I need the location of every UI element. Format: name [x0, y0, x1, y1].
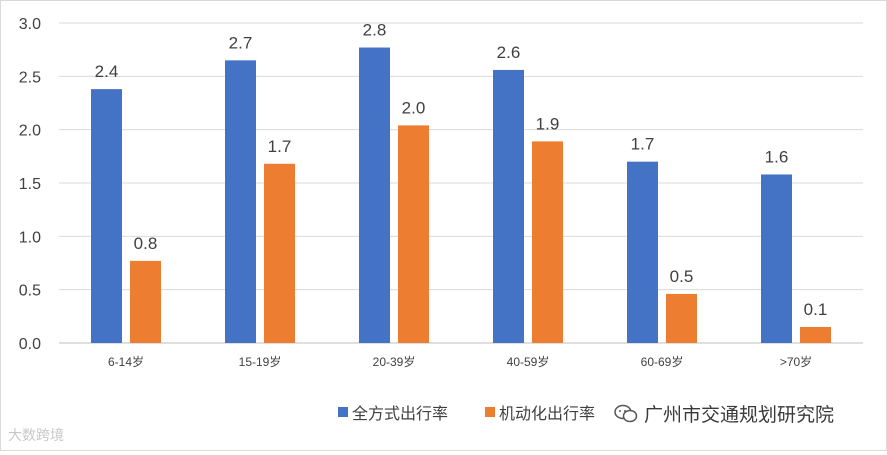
data-label: 2.6 — [497, 43, 521, 62]
bar — [493, 69, 524, 343]
y-tick-label: 2.5 — [19, 69, 41, 86]
y-tick-label: 0.5 — [19, 283, 41, 300]
bar — [91, 89, 122, 343]
y-tick-label: 2.0 — [19, 123, 41, 140]
bar — [532, 141, 563, 343]
legend-swatch — [485, 407, 495, 417]
bar — [225, 60, 256, 343]
bar — [130, 260, 161, 343]
bar — [264, 163, 295, 343]
data-label: 1.7 — [631, 135, 655, 154]
x-tick-label: 60-69岁 — [641, 354, 684, 369]
x-tick-label: >70岁 — [780, 354, 812, 369]
y-tick-label: 3.0 — [19, 16, 41, 33]
x-tick-label: 6-14岁 — [108, 354, 144, 369]
data-label: 0.5 — [670, 267, 694, 286]
x-tick-label: 40-59岁 — [507, 354, 550, 369]
legend-label: 机动化出行率 — [499, 405, 595, 423]
data-label: 2.7 — [229, 33, 253, 52]
bar — [398, 125, 429, 344]
legend: 全方式出行率 机动化出行率 — [338, 405, 595, 423]
data-label: 1.6 — [765, 147, 789, 166]
watermark-left-text: 大数跨境 — [8, 427, 64, 443]
bar — [359, 47, 390, 344]
bars — [91, 47, 831, 344]
x-axis-labels: 6-14岁 15-19岁 20-39岁 40-59岁 60-69岁 >70岁 — [108, 354, 812, 369]
data-label: 0.8 — [134, 234, 158, 253]
x-tick-label: 15-19岁 — [239, 354, 282, 369]
watermark-left: 大数跨境 — [8, 425, 64, 445]
bar — [627, 161, 658, 343]
bar — [761, 174, 792, 343]
bar — [800, 327, 831, 343]
bar — [666, 293, 697, 343]
y-tick-label: 0.0 — [19, 336, 41, 353]
data-label: 1.7 — [268, 137, 292, 156]
data-label: 2.8 — [363, 21, 387, 40]
watermark-right-text: 广州市交通规划研究院 — [644, 405, 835, 426]
y-tick-label: 1.0 — [19, 229, 41, 246]
y-axis-labels: 0.0 0.5 1.0 1.5 2.0 2.5 3.0 — [19, 16, 41, 353]
data-label: 0.1 — [804, 300, 828, 319]
x-tick-label: 20-39岁 — [373, 354, 416, 369]
watermark-right: 广州市交通规划研究院 — [614, 400, 834, 427]
legend-swatch — [338, 407, 348, 417]
data-labels: 2.4 0.8 2.7 1.7 2.8 2.0 2.6 1.9 1.7 0.5 1.6 0.1 — [95, 21, 828, 319]
wechat-icon — [614, 404, 638, 422]
legend-label: 全方式出行率 — [352, 405, 448, 423]
data-label: 2.4 — [95, 62, 119, 81]
gridlines — [59, 22, 863, 344]
data-label: 1.9 — [536, 114, 560, 133]
y-tick-label: 1.5 — [19, 176, 41, 193]
data-label: 2.0 — [402, 98, 426, 117]
